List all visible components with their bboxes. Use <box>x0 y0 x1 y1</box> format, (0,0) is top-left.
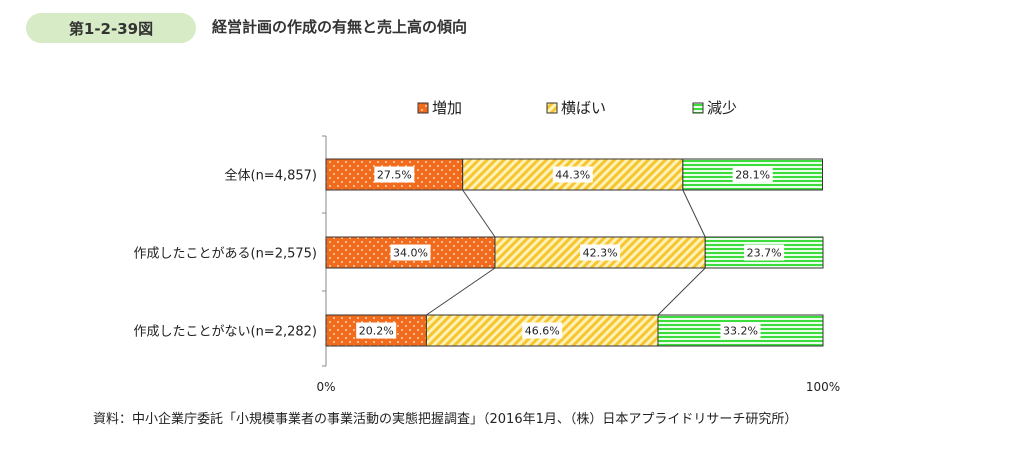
data-label-bg-0-1 <box>552 166 593 183</box>
source-note: 資料：中小企業庁委託「小規模事業者の事業活動の実態把握調査」（2016年1月、（… <box>93 412 798 427</box>
connector-line-0-0 <box>462 189 496 238</box>
figure-number-badge: 第1-2-39図 <box>26 13 196 43</box>
data-label-bg-2-1 <box>522 322 563 339</box>
data-label-bg-1-2 <box>744 244 785 261</box>
x-tick-label-1: 100% <box>806 380 840 394</box>
data-label-bg-0-2 <box>732 166 773 183</box>
bar-segment-1-2 <box>704 236 824 269</box>
legend-swatch-2 <box>692 102 704 114</box>
data-label-bg-2-0 <box>356 322 397 339</box>
figure-title: 経営計画の作成の有無と売上高の傾向 <box>212 18 468 36</box>
data-label-1-2: 23.7% <box>747 247 782 260</box>
legend: 増加 横ばい 減少 <box>417 99 737 117</box>
data-label-2-0: 20.2% <box>359 325 394 338</box>
x-tick-label-0: 0% <box>316 380 335 394</box>
data-label-bg-1-1 <box>580 244 621 261</box>
data-label-bg-1-0 <box>390 244 431 261</box>
data-label-0-0: 27.5% <box>377 169 412 182</box>
data-label-0-1: 44.3% <box>555 169 590 182</box>
connector-lines <box>426 189 706 316</box>
legend-label-1: 横ばい <box>561 99 606 117</box>
axis: 0% 100% 全体(n=4,857) 作成したことがある(n=2,575) 作成したこ… <box>134 135 840 394</box>
legend-label-2: 減少 <box>707 99 737 117</box>
connector-line-1-0 <box>426 267 496 316</box>
data-label-bg-0-0 <box>374 166 415 183</box>
bars: 27.5% 44.3% 28.1% 34.0% 42.3% 23.7% 20.2% 46.6%… <box>325 158 824 347</box>
connector-line-1-1 <box>657 267 706 316</box>
data-label-2-1: 46.6% <box>525 325 560 338</box>
connector-line-0-1 <box>682 189 706 238</box>
data-label-1-1: 42.3% <box>583 247 618 260</box>
category-label-1: 作成したことがある(n=2,575) <box>134 247 318 262</box>
legend-swatch-0 <box>417 102 429 114</box>
legend-swatch-1 <box>546 102 558 114</box>
data-label-2-2: 33.2% <box>723 325 758 338</box>
category-label-2: 作成したことがない(n=2,282) <box>134 325 318 340</box>
category-label-0: 全体(n=4,857) <box>225 168 318 184</box>
data-label-bg-2-2 <box>720 322 761 339</box>
legend-label-0: 増加 <box>432 99 462 117</box>
data-label-1-0: 34.0% <box>393 247 428 260</box>
data-label-0-2: 28.1% <box>735 169 770 182</box>
